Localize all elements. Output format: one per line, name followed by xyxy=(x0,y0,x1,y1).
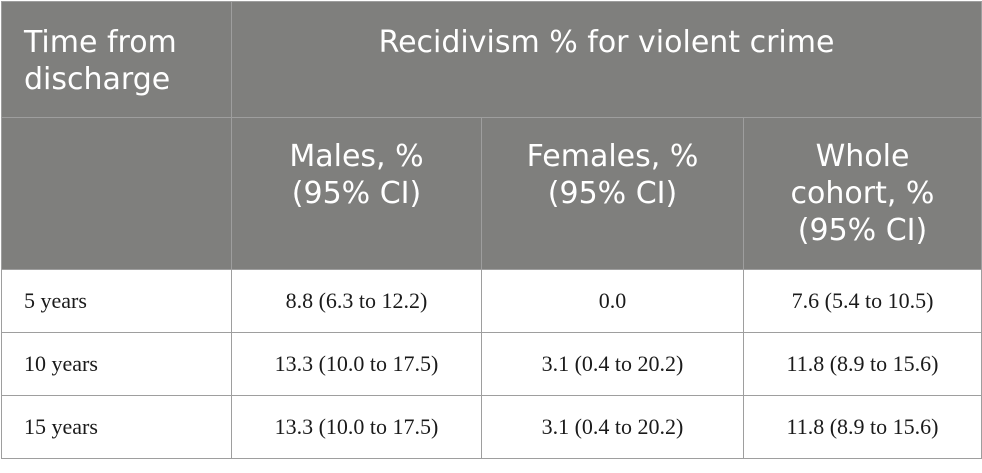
whole-cohort-cell: 11.8 (8.9 to 15.6) xyxy=(742,332,982,396)
row-label-header: Time from discharge xyxy=(1,1,232,118)
males-header: Males, % (95% CI) xyxy=(231,117,482,270)
empty-header-cell xyxy=(1,117,232,270)
females-header: Females, % (95% CI) xyxy=(481,117,744,270)
table-row: 15 years 13.3 (10.0 to 17.5) 3.1 (0.4 to… xyxy=(1,395,982,459)
males-cell: 13.3 (10.0 to 17.5) xyxy=(231,395,482,459)
time-cell: 10 years xyxy=(1,332,232,396)
males-cell: 13.3 (10.0 to 17.5) xyxy=(231,332,482,396)
recidivism-table: Time from discharge Recidivism % for vio… xyxy=(1,1,982,459)
males-cell: 8.8 (6.3 to 12.2) xyxy=(231,269,482,333)
time-cell: 15 years xyxy=(1,395,232,459)
header-row-1: Time from discharge Recidivism % for vio… xyxy=(1,1,982,118)
header-row-2: Males, % (95% CI) Females, % (95% CI) Wh… xyxy=(1,117,982,270)
females-cell: 3.1 (0.4 to 20.2) xyxy=(481,395,744,459)
whole-cohort-header: Whole cohort, % (95% CI) xyxy=(742,117,982,270)
whole-cohort-cell: 7.6 (5.4 to 10.5) xyxy=(742,269,982,333)
females-cell: 0.0 xyxy=(481,269,744,333)
whole-cohort-cell: 11.8 (8.9 to 15.6) xyxy=(742,395,982,459)
table-row: 5 years 8.8 (6.3 to 12.2) 0.0 7.6 (5.4 t… xyxy=(1,269,982,333)
group-header: Recidivism % for violent crime xyxy=(230,1,982,118)
table-row: 10 years 13.3 (10.0 to 17.5) 3.1 (0.4 to… xyxy=(1,332,982,396)
time-cell: 5 years xyxy=(1,269,232,333)
females-cell: 3.1 (0.4 to 20.2) xyxy=(481,332,744,396)
